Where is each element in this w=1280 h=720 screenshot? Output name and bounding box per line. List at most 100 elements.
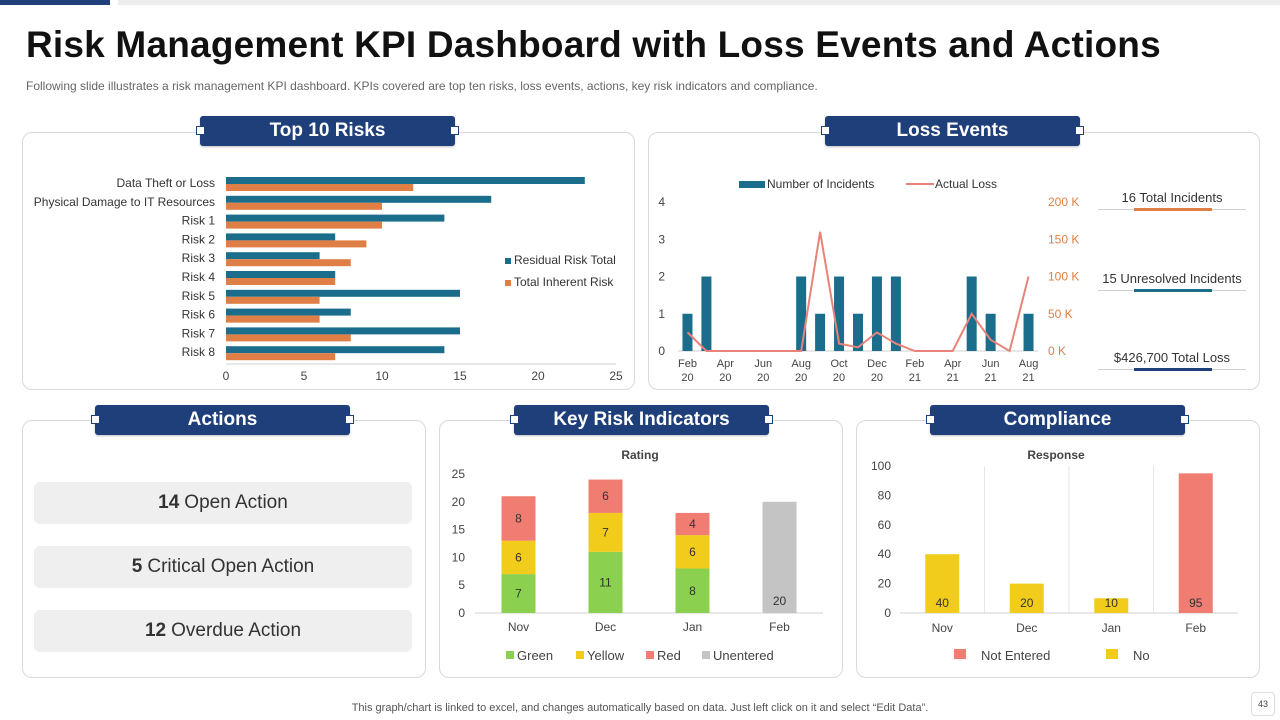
y-tick-label: 80 bbox=[878, 488, 892, 502]
handle-right-icon bbox=[1075, 126, 1084, 135]
x-tick-month: Aug bbox=[791, 358, 811, 370]
category-label: Risk 6 bbox=[182, 308, 216, 322]
handle-right-icon bbox=[450, 126, 459, 135]
top-risks-header: Top 10 Risks bbox=[196, 116, 459, 146]
category-label: Physical Damage to IT Resources bbox=[34, 195, 215, 209]
x-tick-year: 20 bbox=[757, 372, 769, 384]
legend-label: Actual Loss bbox=[935, 177, 997, 191]
x-tick-month: Feb bbox=[678, 358, 697, 370]
open-action-label: Open Action bbox=[184, 492, 288, 513]
legend-label: Not Entered bbox=[981, 648, 1050, 663]
total-incidents-label: 16 Total Incidents bbox=[1121, 190, 1223, 205]
x-tick-month: Feb bbox=[905, 358, 924, 370]
chart-title: Rating bbox=[621, 448, 658, 462]
compliance-bar bbox=[1094, 598, 1129, 613]
inherent-risk-bar bbox=[226, 202, 382, 210]
data-label: 7 bbox=[602, 525, 609, 539]
handle-right-icon bbox=[764, 415, 773, 424]
loss-events-chart[interactable]: 0 1 2 3 4 0 K 50 K 100 K 150 K 200 K Feb 20 Apr 20 Jun… bbox=[648, 165, 1093, 387]
left-y-tick-label: 4 bbox=[658, 195, 665, 209]
page-subtitle: Following slide illustrates a risk manag… bbox=[26, 79, 818, 93]
right-y-tick-label: 100 K bbox=[1048, 270, 1079, 284]
incident-bar bbox=[890, 276, 901, 351]
right-y-tick-label: 50 K bbox=[1048, 307, 1073, 321]
critical-open-action-card[interactable]: 5 Critical Open Action bbox=[34, 546, 412, 588]
legend-swatch bbox=[646, 651, 654, 659]
kri-title: Key Risk Indicators bbox=[553, 409, 730, 430]
compliance-header: Compliance bbox=[926, 405, 1189, 435]
data-label: 20 bbox=[1020, 596, 1034, 610]
legend-label: Unentered bbox=[713, 648, 774, 663]
top-risks-chart[interactable]: 0 5 10 15 20 25 Data Theft or Loss Physical Dam… bbox=[22, 165, 633, 387]
data-label: 8 bbox=[515, 511, 522, 525]
page-number: 43 bbox=[1251, 692, 1275, 716]
data-label: 40 bbox=[936, 596, 950, 610]
incident-bar bbox=[853, 313, 863, 351]
y-tick-label: 10 bbox=[452, 550, 466, 564]
loss-events-header: Loss Events bbox=[821, 116, 1084, 146]
x-tick-month: Jun bbox=[754, 358, 772, 370]
residual-risk-bar bbox=[226, 346, 445, 354]
legend-swatch bbox=[702, 651, 710, 659]
residual-risk-bar bbox=[226, 177, 585, 184]
y-tick-label: 25 bbox=[452, 467, 466, 481]
right-y-tick-label: 200 K bbox=[1048, 195, 1079, 209]
handle-left-icon bbox=[91, 415, 100, 424]
compliance-title: Compliance bbox=[1003, 409, 1112, 430]
x-tick-label: Nov bbox=[508, 620, 529, 634]
handle-left-icon bbox=[510, 415, 519, 424]
legend-swatch bbox=[505, 258, 511, 264]
stacked-segment bbox=[675, 535, 710, 569]
handle-right-icon bbox=[1180, 415, 1189, 424]
y-tick-label: 5 bbox=[458, 578, 465, 592]
residual-risk-bar bbox=[226, 289, 460, 297]
x-tick-year: 20 bbox=[871, 372, 883, 384]
compliance-chart[interactable]: Response 0 20 40 60 80 100 40 Nov 20 Dec 10 Jan 95 Feb… bbox=[856, 440, 1258, 676]
compliance-bar bbox=[1178, 473, 1213, 613]
page-title: Risk Management KPI Dashboard with Loss … bbox=[26, 24, 1161, 65]
x-tick-label: Dec bbox=[1016, 621, 1037, 635]
legend-label: Green bbox=[517, 648, 553, 663]
residual-risk-bar bbox=[226, 233, 336, 241]
x-tick-year: 20 bbox=[681, 372, 693, 384]
x-tick-month: Apr bbox=[944, 358, 961, 370]
unresolved-incidents-label: 15 Unresolved Incidents bbox=[1102, 271, 1242, 286]
x-tick-label: 10 bbox=[375, 369, 389, 383]
overdue-action-card[interactable]: 12 Overdue Action bbox=[34, 610, 412, 652]
handle-left-icon bbox=[196, 126, 205, 135]
x-tick-label: Nov bbox=[932, 621, 953, 635]
x-tick-month: Dec bbox=[867, 358, 887, 370]
data-label: 20 bbox=[773, 594, 787, 608]
compliance-bar bbox=[925, 554, 960, 613]
handle-left-icon bbox=[821, 126, 830, 135]
data-label: 4 bbox=[689, 517, 696, 531]
x-tick-year: 21 bbox=[1022, 372, 1034, 384]
residual-risk-bar bbox=[226, 308, 351, 316]
legend-swatch bbox=[1106, 649, 1118, 659]
right-y-tick-label: 0 K bbox=[1048, 344, 1066, 358]
stacked-segment bbox=[675, 512, 710, 536]
legend-label: Yellow bbox=[587, 648, 625, 663]
residual-risk-bar bbox=[226, 271, 336, 278]
x-tick-year: 20 bbox=[719, 372, 731, 384]
chart-title: Response bbox=[1027, 448, 1085, 462]
x-tick-label: Dec bbox=[595, 620, 616, 634]
open-action-count: 14 bbox=[158, 492, 180, 513]
top-risks-title: Top 10 Risks bbox=[269, 120, 386, 141]
kri-chart[interactable]: Rating 0 5 10 15 20 25 7 6 8 Nov 11 7 6 Dec 8 6 4 Jan 20 Feb… bbox=[439, 440, 841, 676]
y-tick-label: 100 bbox=[871, 459, 891, 473]
legend-label: No bbox=[1133, 648, 1150, 663]
x-tick-month: Oct bbox=[830, 358, 847, 370]
handle-right-icon bbox=[345, 415, 354, 424]
data-label: 6 bbox=[515, 550, 522, 564]
category-label: Risk 2 bbox=[182, 232, 216, 246]
x-tick-year: 20 bbox=[833, 372, 845, 384]
stacked-segment bbox=[501, 496, 536, 541]
data-label: 6 bbox=[602, 489, 609, 503]
x-tick-year: 21 bbox=[947, 372, 959, 384]
data-label: 8 bbox=[689, 584, 696, 598]
category-label: Risk 5 bbox=[182, 289, 216, 303]
open-action-card[interactable]: 14 Open Action bbox=[34, 482, 412, 524]
inherent-risk-bar bbox=[226, 353, 336, 361]
inherent-risk-bar bbox=[226, 259, 351, 267]
